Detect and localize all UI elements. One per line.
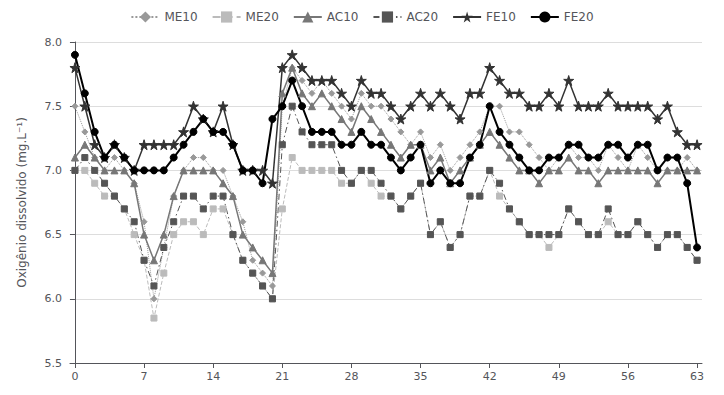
svg-text:5.5: 5.5 — [45, 357, 63, 370]
svg-text:35: 35 — [414, 370, 428, 383]
svg-text:7.0: 7.0 — [45, 164, 63, 177]
svg-text:AC20: AC20 — [406, 10, 438, 24]
svg-text:63: 63 — [690, 370, 704, 383]
svg-text:8.0: 8.0 — [45, 36, 63, 49]
svg-text:42: 42 — [483, 370, 497, 383]
svg-text:7.5: 7.5 — [45, 100, 63, 113]
svg-text:ME10: ME10 — [164, 10, 197, 24]
svg-text:49: 49 — [552, 370, 566, 383]
svg-text:AC10: AC10 — [327, 10, 359, 24]
svg-text:FE20: FE20 — [564, 10, 594, 24]
svg-text:0: 0 — [71, 370, 78, 383]
svg-text:FE10: FE10 — [486, 10, 516, 24]
svg-text:14: 14 — [206, 370, 220, 383]
svg-text:6.5: 6.5 — [45, 228, 63, 241]
svg-text:7: 7 — [141, 370, 148, 383]
svg-text:21: 21 — [275, 370, 289, 383]
svg-text:56: 56 — [621, 370, 635, 383]
svg-text:28: 28 — [344, 370, 358, 383]
svg-text:6.0: 6.0 — [45, 292, 63, 305]
svg-text:Oxigênio dissolvido (mg.L⁻¹): Oxigênio dissolvido (mg.L⁻¹) — [15, 117, 29, 288]
svg-text:ME20: ME20 — [246, 10, 279, 24]
